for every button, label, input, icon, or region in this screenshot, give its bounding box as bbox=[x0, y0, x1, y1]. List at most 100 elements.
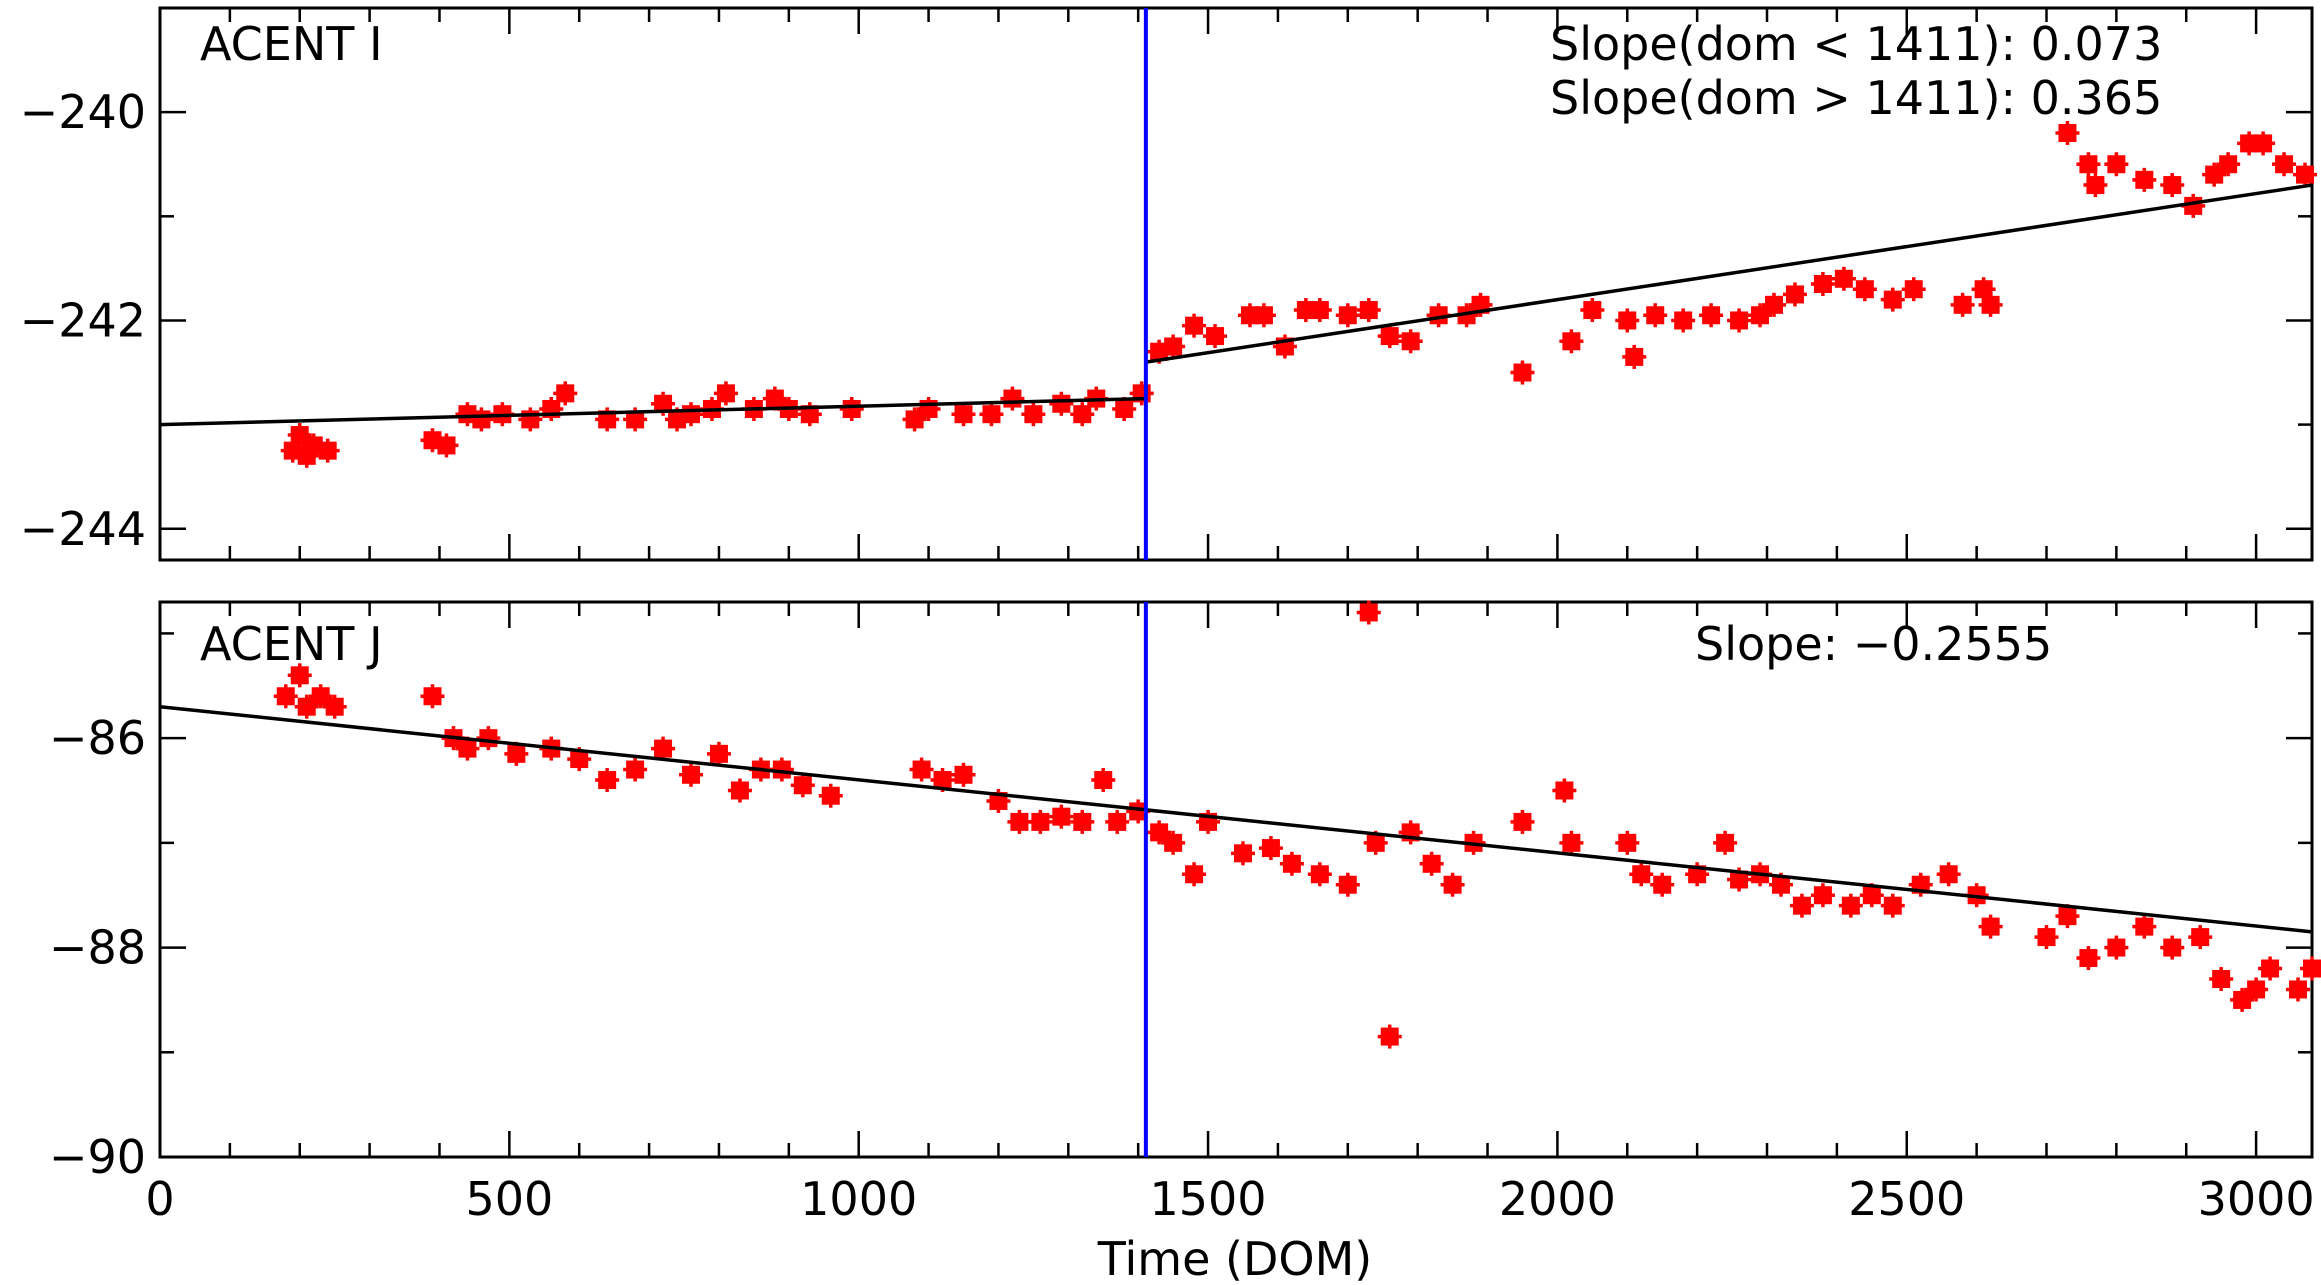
data-point bbox=[1129, 381, 1154, 406]
data-point bbox=[1580, 298, 1605, 323]
data-point bbox=[2293, 162, 2318, 187]
data-point bbox=[455, 736, 480, 761]
data-point bbox=[1251, 303, 1276, 328]
data-point bbox=[322, 694, 347, 719]
data-point bbox=[1727, 867, 1752, 892]
data-point bbox=[1398, 329, 1423, 354]
x-tick-label: 1000 bbox=[800, 1172, 917, 1226]
data-point bbox=[1615, 308, 1640, 333]
data-point bbox=[623, 757, 648, 782]
data-point bbox=[1510, 360, 1535, 385]
data-point bbox=[294, 694, 319, 719]
data-point bbox=[909, 757, 934, 782]
data-point bbox=[2216, 152, 2241, 177]
data-point bbox=[1622, 344, 1647, 369]
data-point bbox=[1971, 277, 1996, 302]
y-tick-label: −240 bbox=[20, 85, 146, 139]
data-point bbox=[1377, 324, 1402, 349]
data-point bbox=[2132, 167, 2157, 192]
data-point bbox=[1559, 329, 1584, 354]
data-point bbox=[2188, 925, 2213, 950]
data-point bbox=[1307, 862, 1332, 887]
data-point bbox=[2132, 914, 2157, 939]
data-point bbox=[1000, 386, 1025, 411]
data-point bbox=[2083, 173, 2108, 198]
data-point bbox=[1950, 292, 1975, 317]
x-ticks bbox=[158, 8, 2258, 560]
panel-label: ACENT J bbox=[200, 617, 383, 671]
data-point bbox=[1440, 872, 1465, 897]
data-point bbox=[595, 768, 620, 793]
data-point bbox=[623, 407, 648, 432]
data-point bbox=[979, 402, 1004, 427]
data-point bbox=[1419, 851, 1444, 876]
data-point bbox=[1880, 287, 1905, 312]
data-point bbox=[1335, 303, 1360, 328]
data-point bbox=[2055, 904, 2080, 929]
data-point bbox=[567, 747, 592, 772]
data-point bbox=[1007, 809, 1032, 834]
data-point bbox=[1105, 809, 1130, 834]
slope-annotation-before: Slope(dom < 1411): 0.073 bbox=[1550, 17, 2162, 71]
data-point bbox=[1510, 809, 1535, 834]
data-point bbox=[916, 396, 941, 421]
fit-line bbox=[1145, 183, 2313, 364]
data-point bbox=[2160, 935, 2185, 960]
x-axis-title: Time (DOM) bbox=[1097, 1232, 1372, 1285]
data-point bbox=[2300, 956, 2321, 981]
data-point bbox=[1021, 402, 1046, 427]
data-point bbox=[1559, 830, 1584, 855]
data-point bbox=[1901, 277, 1926, 302]
data-point bbox=[902, 407, 927, 432]
data-point bbox=[1552, 778, 1577, 803]
data-point bbox=[2076, 946, 2101, 971]
data-point bbox=[1671, 308, 1696, 333]
data-point bbox=[2244, 977, 2269, 1002]
data-point bbox=[287, 423, 312, 448]
data-point bbox=[1810, 883, 1835, 908]
data-point bbox=[518, 407, 543, 432]
data-point bbox=[1643, 303, 1668, 328]
data-point bbox=[951, 762, 976, 787]
data-point bbox=[679, 402, 704, 427]
data-point bbox=[2286, 977, 2311, 1002]
data-point bbox=[706, 741, 731, 766]
data-point bbox=[1936, 862, 1961, 887]
fit-lines bbox=[159, 704, 2313, 934]
data-point bbox=[839, 396, 864, 421]
data-point bbox=[1377, 1024, 1402, 1049]
y-tick-label: −86 bbox=[49, 711, 146, 765]
data-point bbox=[476, 726, 501, 751]
data-point bbox=[469, 407, 494, 432]
data-point bbox=[651, 736, 676, 761]
data-point bbox=[273, 684, 298, 709]
y-ticks: −90 −88 −86 bbox=[49, 632, 2312, 1184]
data-point bbox=[1049, 391, 1074, 416]
data-point bbox=[315, 438, 340, 463]
fit-lines bbox=[159, 183, 2313, 427]
plot-frame-top bbox=[158, 6, 2314, 562]
fit-line bbox=[159, 396, 1146, 427]
panel-acent-j: −90 −88 −86 0 500 1000 1500 2000 2500 3000 ACENT… bbox=[49, 600, 2321, 1226]
data-point bbox=[1831, 266, 1856, 291]
data-point bbox=[1258, 836, 1283, 861]
data-point bbox=[1307, 298, 1332, 323]
data-point bbox=[1356, 600, 1381, 625]
data-point bbox=[1161, 334, 1186, 359]
panel-label: ACENT I bbox=[200, 17, 383, 71]
x-tick-label: 2500 bbox=[1848, 1172, 1965, 1226]
data-point bbox=[1978, 914, 2003, 939]
x-ticks: 0 500 1000 1500 2000 2500 3000 bbox=[145, 602, 2315, 1226]
data-point bbox=[2034, 925, 2059, 950]
data-point bbox=[1727, 308, 1752, 333]
data-point bbox=[1852, 277, 1877, 302]
data-point bbox=[2258, 956, 2283, 981]
slope-annotation-after: Slope(dom > 1411): 0.365 bbox=[1550, 71, 2162, 125]
data-point bbox=[420, 684, 445, 709]
data-point bbox=[1070, 809, 1095, 834]
data-point bbox=[713, 381, 738, 406]
data-point bbox=[504, 741, 529, 766]
x-tick-label: 0 bbox=[145, 1172, 174, 1226]
data-point bbox=[1196, 809, 1221, 834]
